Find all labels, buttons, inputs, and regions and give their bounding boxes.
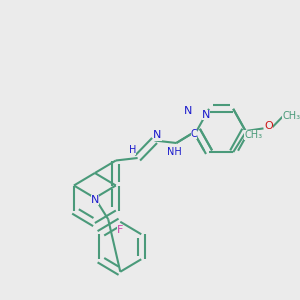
Text: N: N: [91, 195, 99, 205]
Text: N: N: [202, 110, 210, 120]
Text: N: N: [184, 106, 193, 116]
Text: CH₃: CH₃: [282, 111, 300, 121]
Text: NH: NH: [167, 147, 182, 157]
Text: CH₃: CH₃: [244, 130, 262, 140]
Text: N: N: [153, 130, 162, 140]
Text: O: O: [264, 122, 273, 131]
Text: C: C: [190, 129, 197, 139]
Text: F: F: [117, 225, 124, 235]
Text: H: H: [129, 145, 136, 155]
